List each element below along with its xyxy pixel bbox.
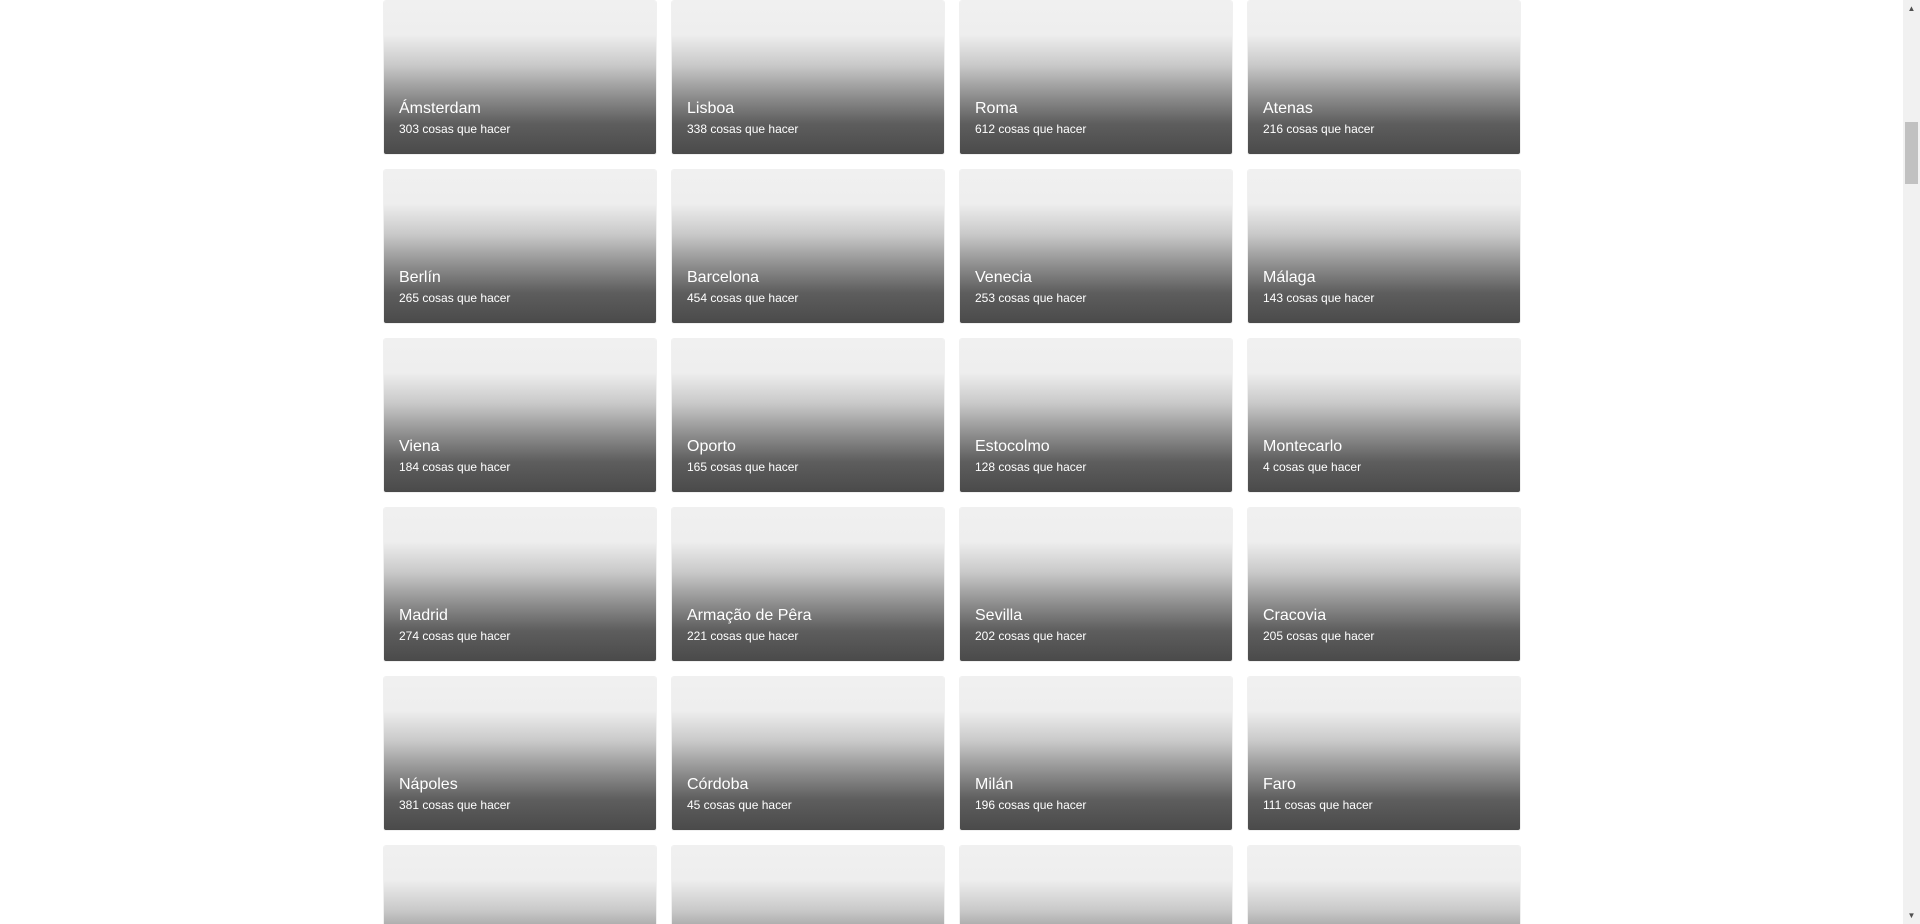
scrollbar-thumb[interactable] xyxy=(1905,122,1918,184)
destination-card[interactable]: Lisboa 338 cosas que hacer xyxy=(672,1,944,154)
activity-count: 202 cosas que hacer xyxy=(975,629,1087,643)
activity-count: 303 cosas que hacer xyxy=(399,122,511,136)
card-text: Venecia 253 cosas que hacer xyxy=(975,268,1086,306)
destination-name: Viena xyxy=(399,438,440,455)
card-text: Viena 184 cosas que hacer xyxy=(399,437,510,475)
card-text: Atenas 216 cosas que hacer xyxy=(1263,99,1374,137)
destination-name: Nápoles xyxy=(399,776,458,793)
card-text: Berlín 265 cosas que hacer xyxy=(399,268,510,306)
destination-name: Sevilla xyxy=(975,607,1023,624)
activity-count: 45 cosas que hacer xyxy=(687,798,792,812)
destination-card[interactable]: Berlín 265 cosas que hacer xyxy=(384,170,656,323)
activity-count: 221 cosas que hacer xyxy=(687,629,799,643)
card-text: Córdoba 45 cosas que hacer xyxy=(687,775,792,813)
activity-count: 265 cosas que hacer xyxy=(399,291,511,305)
destination-card[interactable]: Estocolmo 128 cosas que hacer xyxy=(960,339,1232,492)
destination-name: Ámsterdam xyxy=(399,100,481,117)
destination-name: Córdoba xyxy=(687,776,749,793)
activity-count: 205 cosas que hacer xyxy=(1263,629,1375,643)
card-text: Sevilla 202 cosas que hacer xyxy=(975,606,1086,644)
destination-card[interactable]: Madrid 274 cosas que hacer xyxy=(384,508,656,661)
card-text: Madrid 274 cosas que hacer xyxy=(399,606,510,644)
destination-card[interactable]: Ámsterdam 303 cosas que hacer xyxy=(384,1,656,154)
destination-card[interactable]: Montecarlo 4 cosas que hacer xyxy=(1248,339,1520,492)
activity-count: 184 cosas que hacer xyxy=(399,460,511,474)
destination-card[interactable] xyxy=(960,846,1232,924)
card-text: Cracovia 205 cosas que hacer xyxy=(1263,606,1374,644)
destinations-grid: Ámsterdam 303 cosas que hacer Lisboa 338… xyxy=(384,1,1520,924)
destination-card[interactable]: Viena 184 cosas que hacer xyxy=(384,339,656,492)
activity-count: 274 cosas que hacer xyxy=(399,629,511,643)
destination-name: Roma xyxy=(975,100,1018,117)
activity-count: 4 cosas que hacer xyxy=(1263,460,1362,474)
destination-name: Madrid xyxy=(399,607,448,624)
activity-count: 338 cosas que hacer xyxy=(687,122,799,136)
card-text: Milán 196 cosas que hacer xyxy=(975,775,1086,813)
destination-card[interactable] xyxy=(672,846,944,924)
activity-count: 128 cosas que hacer xyxy=(975,460,1087,474)
activity-count: 454 cosas que hacer xyxy=(687,291,799,305)
activity-count: 381 cosas que hacer xyxy=(399,798,511,812)
destination-name: Málaga xyxy=(1263,269,1316,286)
card-text: Lisboa 338 cosas que hacer xyxy=(687,99,798,137)
card-text: Montecarlo 4 cosas que hacer xyxy=(1263,437,1361,475)
destination-card[interactable]: Venecia 253 cosas que hacer xyxy=(960,170,1232,323)
destination-card[interactable] xyxy=(1248,846,1520,924)
card-text: Ámsterdam 303 cosas que hacer xyxy=(399,99,510,137)
activity-count: 612 cosas que hacer xyxy=(975,122,1087,136)
destination-card[interactable]: Oporto 165 cosas que hacer xyxy=(672,339,944,492)
destination-name: Lisboa xyxy=(687,100,735,117)
activity-count: 165 cosas que hacer xyxy=(687,460,799,474)
activity-count: 253 cosas que hacer xyxy=(975,291,1087,305)
arrow-up-icon[interactable]: ▲ xyxy=(1907,4,1916,13)
card-text: Faro 111 cosas que hacer xyxy=(1263,775,1373,813)
destination-name: Oporto xyxy=(687,438,736,455)
destination-name: Armação de Pêra xyxy=(687,607,812,624)
destination-name: Cracovia xyxy=(1263,607,1327,624)
destination-card[interactable]: Barcelona 454 cosas que hacer xyxy=(672,170,944,323)
destination-card[interactable]: Roma 612 cosas que hacer xyxy=(960,1,1232,154)
destination-card[interactable]: Nápoles 381 cosas que hacer xyxy=(384,677,656,830)
activity-count: 143 cosas que hacer xyxy=(1263,291,1375,305)
destination-name: Milán xyxy=(975,776,1014,793)
destination-card[interactable]: Armação de Pêra 221 cosas que hacer xyxy=(672,508,944,661)
card-text: Roma 612 cosas que hacer xyxy=(975,99,1086,137)
destination-card[interactable]: Córdoba 45 cosas que hacer xyxy=(672,677,944,830)
destination-card[interactable]: Sevilla 202 cosas que hacer xyxy=(960,508,1232,661)
destination-name: Faro xyxy=(1263,776,1296,793)
destination-card[interactable]: Atenas 216 cosas que hacer xyxy=(1248,1,1520,154)
destination-name: Berlín xyxy=(399,269,441,286)
card-text: Nápoles 381 cosas que hacer xyxy=(399,775,510,813)
arrow-down-icon[interactable]: ▼ xyxy=(1907,911,1916,920)
destination-card[interactable]: Milán 196 cosas que hacer xyxy=(960,677,1232,830)
destination-card[interactable]: Faro 111 cosas que hacer xyxy=(1248,677,1520,830)
destination-card[interactable]: Málaga 143 cosas que hacer xyxy=(1248,170,1520,323)
destination-card[interactable]: Cracovia 205 cosas que hacer xyxy=(1248,508,1520,661)
destination-name: Estocolmo xyxy=(975,438,1050,455)
destination-name: Venecia xyxy=(975,269,1032,286)
card-text: Barcelona 454 cosas que hacer xyxy=(687,268,798,306)
destination-card[interactable] xyxy=(384,846,656,924)
vertical-scrollbar[interactable]: ▲ ▼ xyxy=(1903,0,1920,924)
card-text: Oporto 165 cosas que hacer xyxy=(687,437,798,475)
activity-count: 196 cosas que hacer xyxy=(975,798,1087,812)
card-text: Málaga 143 cosas que hacer xyxy=(1263,268,1374,306)
destination-name: Barcelona xyxy=(687,269,760,286)
destination-name: Atenas xyxy=(1263,100,1313,117)
activity-count: 216 cosas que hacer xyxy=(1263,122,1375,136)
destination-name: Montecarlo xyxy=(1263,438,1343,455)
card-text: Estocolmo 128 cosas que hacer xyxy=(975,437,1086,475)
card-text: Armação de Pêra 221 cosas que hacer xyxy=(687,606,812,644)
activity-count: 111 cosas que hacer xyxy=(1263,798,1373,812)
